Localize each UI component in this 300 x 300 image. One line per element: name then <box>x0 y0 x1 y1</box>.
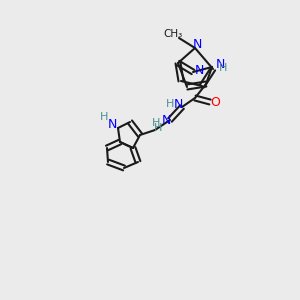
Text: H: H <box>154 123 162 133</box>
Text: N: N <box>192 38 202 52</box>
Text: O: O <box>210 95 220 109</box>
Text: H: H <box>100 112 108 122</box>
Text: H: H <box>166 99 174 109</box>
Text: N: N <box>216 58 225 70</box>
Text: CH₃: CH₃ <box>164 29 183 39</box>
Text: N: N <box>161 115 171 128</box>
Text: H: H <box>219 63 227 73</box>
Text: N: N <box>173 98 183 112</box>
Text: H: H <box>152 118 160 128</box>
Text: N: N <box>195 64 204 76</box>
Text: N: N <box>107 118 117 130</box>
